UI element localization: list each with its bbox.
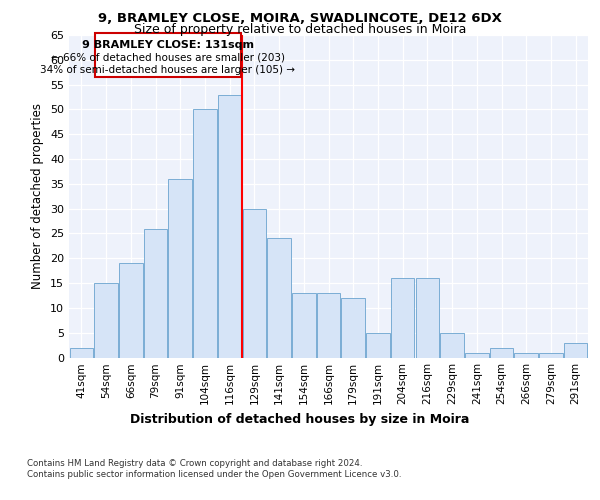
- Bar: [490, 348, 513, 358]
- Bar: [242, 208, 266, 358]
- Bar: [70, 348, 93, 358]
- Bar: [366, 332, 389, 357]
- Bar: [292, 293, 316, 358]
- Text: Contains public sector information licensed under the Open Government Licence v3: Contains public sector information licen…: [27, 470, 401, 479]
- Bar: [514, 352, 538, 358]
- Text: Distribution of detached houses by size in Moira: Distribution of detached houses by size …: [130, 412, 470, 426]
- Bar: [391, 278, 415, 357]
- Text: 34% of semi-detached houses are larger (105) →: 34% of semi-detached houses are larger (…: [40, 65, 295, 75]
- Bar: [144, 228, 167, 358]
- FancyBboxPatch shape: [95, 32, 241, 77]
- Bar: [193, 110, 217, 358]
- Bar: [465, 352, 488, 358]
- Bar: [119, 263, 143, 358]
- Bar: [169, 179, 192, 358]
- Text: ← 66% of detached houses are smaller (203): ← 66% of detached houses are smaller (20…: [51, 52, 285, 62]
- Bar: [416, 278, 439, 357]
- Bar: [218, 94, 241, 358]
- Text: Size of property relative to detached houses in Moira: Size of property relative to detached ho…: [134, 24, 466, 36]
- Bar: [341, 298, 365, 358]
- Bar: [564, 342, 587, 357]
- Text: 9, BRAMLEY CLOSE, MOIRA, SWADLINCOTE, DE12 6DX: 9, BRAMLEY CLOSE, MOIRA, SWADLINCOTE, DE…: [98, 12, 502, 26]
- Text: Contains HM Land Registry data © Crown copyright and database right 2024.: Contains HM Land Registry data © Crown c…: [27, 458, 362, 468]
- Text: 9 BRAMLEY CLOSE: 131sqm: 9 BRAMLEY CLOSE: 131sqm: [82, 40, 254, 50]
- Bar: [94, 283, 118, 358]
- Y-axis label: Number of detached properties: Number of detached properties: [31, 104, 44, 289]
- Bar: [268, 238, 291, 358]
- Bar: [539, 352, 563, 358]
- Bar: [440, 332, 464, 357]
- Bar: [317, 293, 340, 358]
